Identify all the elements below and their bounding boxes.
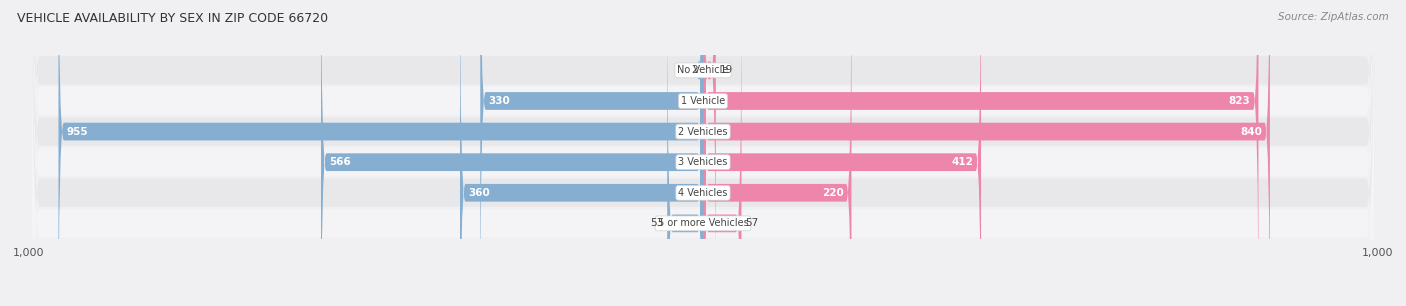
FancyBboxPatch shape (703, 0, 852, 306)
FancyBboxPatch shape (59, 0, 703, 306)
FancyBboxPatch shape (31, 0, 1375, 306)
FancyBboxPatch shape (703, 0, 1258, 306)
Text: 840: 840 (1240, 127, 1261, 136)
Text: 19: 19 (720, 65, 733, 75)
Text: 412: 412 (950, 157, 973, 167)
Text: 566: 566 (329, 157, 352, 167)
FancyBboxPatch shape (481, 0, 703, 306)
Text: 2 Vehicles: 2 Vehicles (678, 127, 728, 136)
FancyBboxPatch shape (703, 0, 741, 306)
FancyBboxPatch shape (31, 0, 1375, 306)
Text: 53: 53 (650, 218, 664, 228)
FancyBboxPatch shape (703, 0, 716, 306)
Text: 57: 57 (745, 218, 759, 228)
Text: 3 Vehicles: 3 Vehicles (678, 157, 728, 167)
Text: 5 or more Vehicles: 5 or more Vehicles (658, 218, 748, 228)
FancyBboxPatch shape (321, 0, 703, 306)
Text: VEHICLE AVAILABILITY BY SEX IN ZIP CODE 66720: VEHICLE AVAILABILITY BY SEX IN ZIP CODE … (17, 12, 328, 25)
Text: 330: 330 (488, 96, 510, 106)
FancyBboxPatch shape (31, 0, 1375, 306)
Text: 823: 823 (1229, 96, 1250, 106)
Text: 2: 2 (690, 65, 697, 75)
FancyBboxPatch shape (703, 0, 1270, 306)
Text: 1 Vehicle: 1 Vehicle (681, 96, 725, 106)
Text: 4 Vehicles: 4 Vehicles (678, 188, 728, 198)
Text: 220: 220 (821, 188, 844, 198)
FancyBboxPatch shape (703, 0, 981, 306)
Text: Source: ZipAtlas.com: Source: ZipAtlas.com (1278, 12, 1389, 22)
FancyBboxPatch shape (460, 0, 703, 306)
FancyBboxPatch shape (697, 0, 707, 306)
Text: No Vehicle: No Vehicle (678, 65, 728, 75)
Text: 955: 955 (66, 127, 89, 136)
FancyBboxPatch shape (31, 0, 1375, 306)
FancyBboxPatch shape (31, 0, 1375, 306)
Text: 360: 360 (468, 188, 489, 198)
FancyBboxPatch shape (668, 0, 703, 306)
FancyBboxPatch shape (31, 0, 1375, 306)
